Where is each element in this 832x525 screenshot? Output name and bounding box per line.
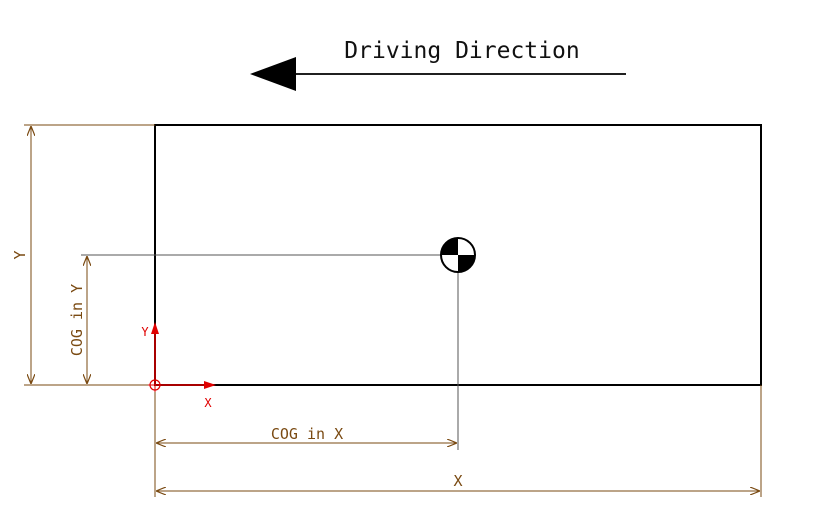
origin-icon	[148, 378, 162, 392]
extension-lines	[24, 124, 762, 497]
driving-direction-title: Driving Direction	[344, 38, 579, 64]
axis-x-label: X	[204, 396, 212, 410]
total-x-label: X	[453, 472, 462, 490]
dimension-cog-y: COG in Y	[68, 257, 87, 383]
axis-y-label: Y	[141, 325, 149, 339]
dimension-total-x: X	[157, 472, 759, 491]
center-of-gravity-icon	[440, 237, 476, 273]
total-y-label: Y	[11, 250, 29, 259]
dimension-total-y: Y	[11, 127, 31, 383]
dimension-cog-x: COG in X	[157, 425, 456, 443]
cog-x-label: COG in X	[271, 425, 343, 443]
coordinate-system: Y X	[141, 322, 216, 410]
driving-direction-arrow	[250, 57, 626, 91]
cog-y-label: COG in Y	[68, 284, 86, 356]
